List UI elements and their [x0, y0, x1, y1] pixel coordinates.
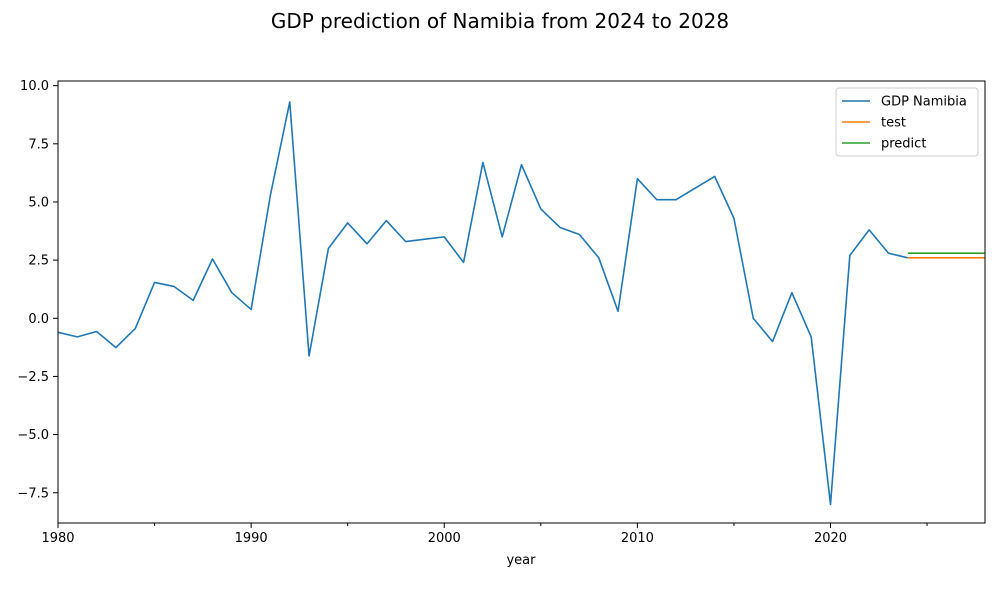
series-line-gdp-namibia	[58, 101, 908, 506]
legend: GDP Namibia test predict	[835, 87, 979, 157]
y-tick-label: 7.5	[28, 137, 49, 152]
x-tick-label: 2010	[621, 531, 654, 546]
x-tick-label: 2000	[428, 531, 461, 546]
plot-area	[58, 101, 985, 506]
y-tick-label: −2.5	[17, 370, 49, 385]
y-tick-label: −7.5	[17, 486, 49, 501]
x-axis: 1980 1990 2000 2010 2020	[41, 523, 928, 546]
legend-frame	[835, 87, 979, 157]
y-axis: −7.5 −5.0 −2.5 0.0 2.5 5.0 7.5 10.0	[17, 79, 58, 501]
legend-label: GDP Namibia	[881, 95, 967, 110]
y-tick-label: 5.0	[28, 195, 49, 210]
y-tick-label: 0.0	[28, 312, 49, 327]
legend-label: test	[881, 116, 906, 131]
plot-frame	[57, 80, 986, 524]
x-tick-label: 2020	[814, 531, 847, 546]
y-tick-label: 2.5	[28, 254, 49, 269]
x-axis-label: year	[506, 553, 536, 568]
legend-label: predict	[881, 137, 926, 152]
x-tick-label: 1980	[41, 531, 74, 546]
x-tick-label: 1990	[235, 531, 268, 546]
y-tick-label: −5.0	[17, 428, 49, 443]
y-tick-label: 10.0	[20, 79, 49, 94]
chart-title: GDP prediction of Namibia from 2024 to 2…	[271, 9, 729, 33]
